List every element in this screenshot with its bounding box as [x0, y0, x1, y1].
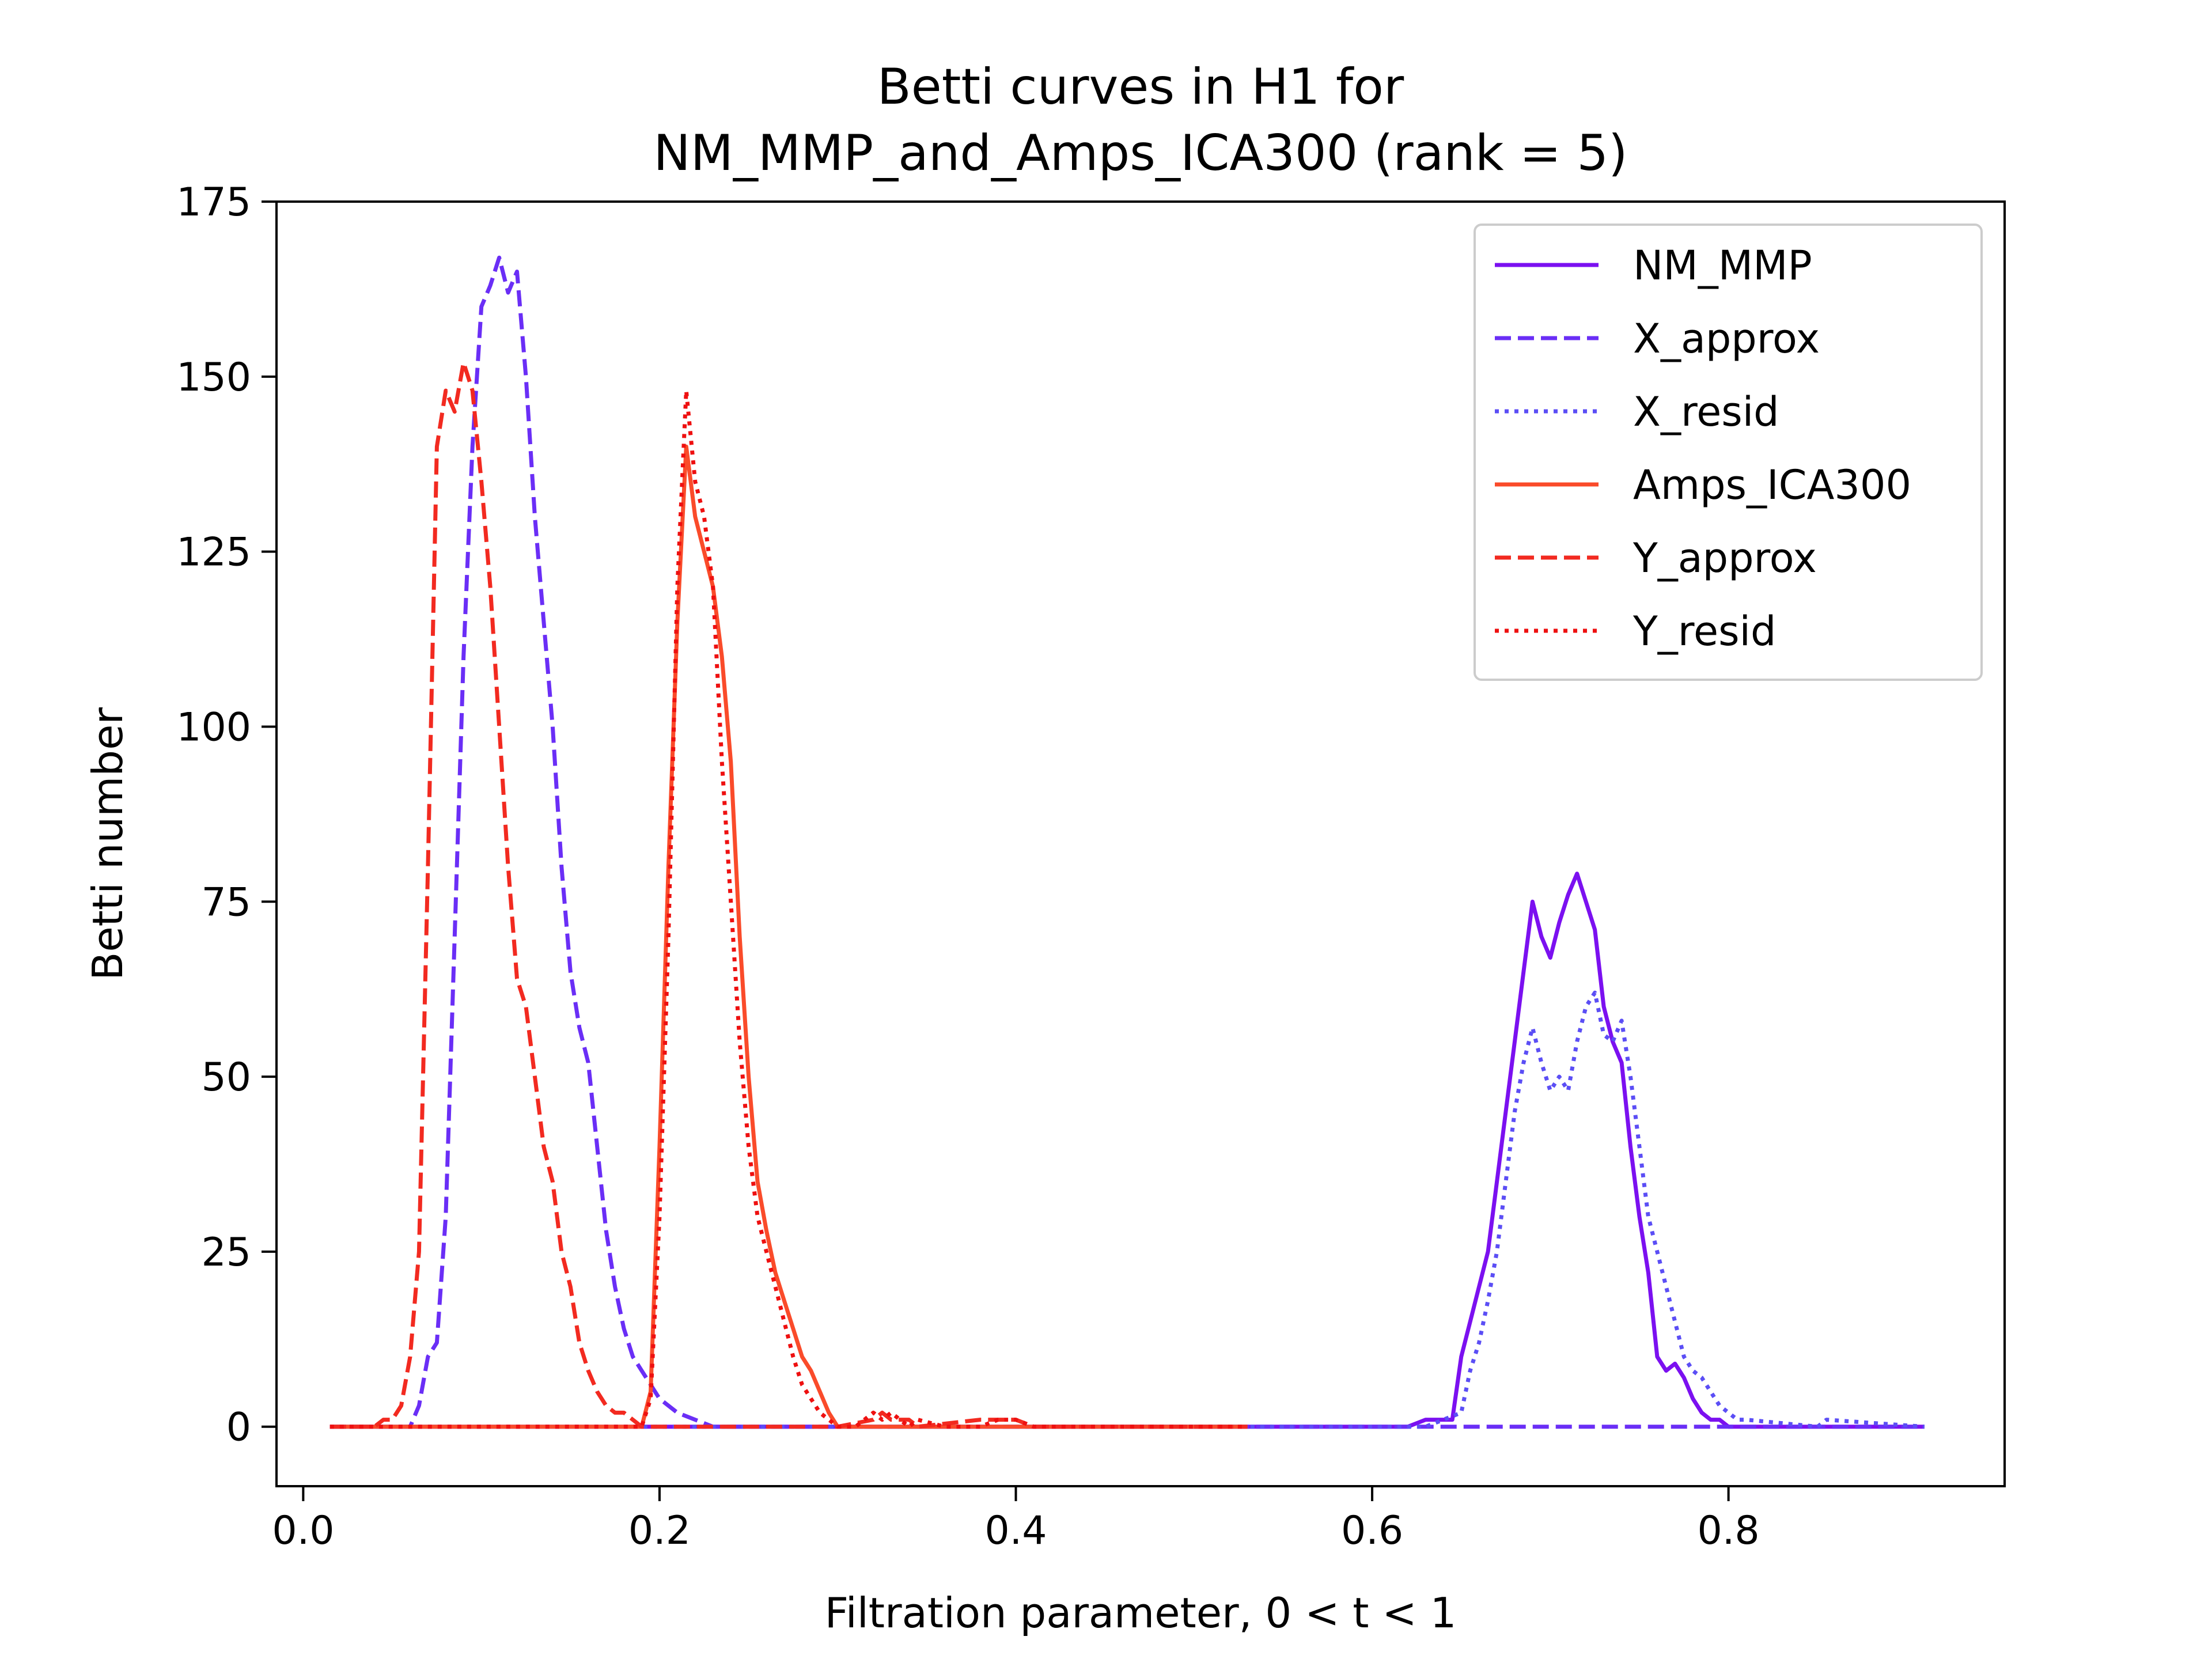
chart-title: Betti curves in H1 for NM_MMP_and_Amps_I…: [653, 58, 1627, 182]
y-axis: 0 25 50 75 100 125 150 175: [176, 180, 276, 1450]
x-axis-label: Filtration parameter, 0 < t < 1: [825, 1589, 1457, 1637]
legend: NM_MMP X_approx X_resid Amps_ICA300 Y_approx…: [1474, 224, 1983, 681]
y-tick-label: 100: [176, 704, 251, 750]
plot-area: [329, 255, 1925, 1429]
x-tick-label: 0.2: [628, 1508, 691, 1554]
legend-entry-x-resid: X_resid: [1633, 388, 1779, 435]
legend-entry-amps-ica300: Amps_ICA300: [1633, 461, 1911, 509]
legend-entry-y-approx: Y_approx: [1633, 535, 1817, 582]
legend-entry-nm-mmp: NM_MMP: [1633, 242, 1812, 289]
series-line-nm-mmp: [329, 872, 1925, 1429]
y-tick-label: 50: [201, 1055, 251, 1100]
legend-entry-x-approx: X_approx: [1633, 315, 1820, 362]
series-line-x-resid: [329, 990, 1925, 1429]
series-line-x-approx: [329, 255, 1925, 1429]
x-tick-label: 0.4: [984, 1508, 1047, 1554]
legend-entry-y-resid: Y_resid: [1633, 608, 1776, 655]
plot-frame: [275, 200, 2006, 1487]
x-tick-label: 0.0: [272, 1508, 334, 1554]
y-tick-label: 25: [201, 1230, 251, 1275]
y-tick-label: 75: [201, 880, 251, 925]
x-axis: 0.0 0.2 0.4 0.6 0.8: [272, 1486, 1760, 1554]
y-tick-label: 175: [176, 180, 251, 225]
y-axis-label: Betti number: [84, 707, 132, 980]
series-line-amps-ica300: [329, 444, 1248, 1429]
series-line-y-resid: [329, 388, 1248, 1429]
y-tick-label: 125: [176, 530, 251, 575]
x-tick-label: 0.8: [1698, 1508, 1760, 1554]
y-tick-label: 0: [226, 1405, 251, 1450]
legend-box: [1474, 224, 1983, 681]
x-tick-label: 0.6: [1341, 1508, 1403, 1554]
chart-title-line-2: NM_MMP_and_Amps_ICA300 (rank = 5): [653, 124, 1627, 182]
series-line-y-approx: [329, 361, 1248, 1429]
chart-title-line-1: Betti curves in H1 for: [877, 58, 1404, 116]
y-tick-label: 150: [176, 355, 251, 400]
